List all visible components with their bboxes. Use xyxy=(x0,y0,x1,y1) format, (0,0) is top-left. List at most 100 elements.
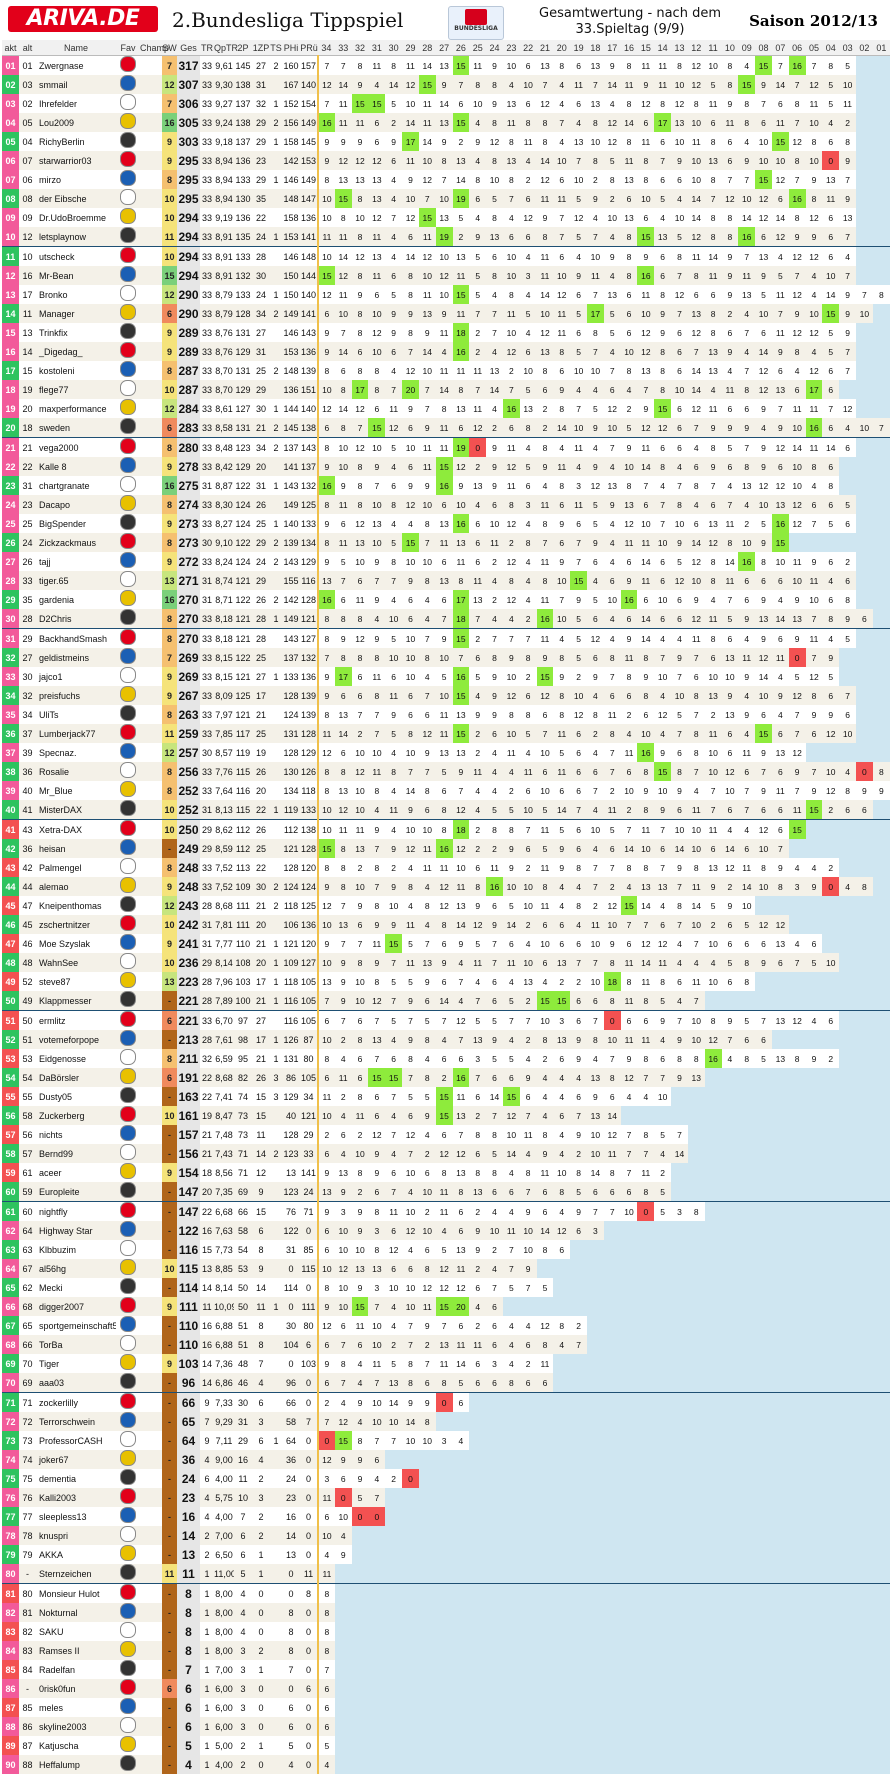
player-name[interactable]: 0risk0fun xyxy=(36,1679,116,1698)
player-name[interactable]: heisan xyxy=(36,839,116,858)
player-name[interactable]: ermlitz xyxy=(36,1011,116,1031)
ariva-logo[interactable]: ARIVA.DE xyxy=(8,6,158,32)
player-name[interactable]: sportgemeinschaft53 xyxy=(36,1316,116,1335)
player-name[interactable]: Kneipenthomas xyxy=(36,896,116,915)
player-name[interactable]: Manager xyxy=(36,304,116,323)
player-name[interactable]: vega2000 xyxy=(36,438,116,458)
player-name[interactable]: Klappmesser xyxy=(36,991,116,1011)
player-name[interactable]: geldistmeins xyxy=(36,648,116,667)
player-name[interactable]: der Eibsche xyxy=(36,189,116,208)
player-name[interactable]: Lou2009 xyxy=(36,113,116,132)
player-name[interactable]: zschertnitzer xyxy=(36,915,116,934)
player-name[interactable]: utscheck xyxy=(36,247,116,267)
player-name[interactable]: Bernd99 xyxy=(36,1144,116,1163)
player-name[interactable]: Zickzackmaus xyxy=(36,533,116,552)
player-name[interactable]: Ihrefelder xyxy=(36,94,116,113)
player-name[interactable]: zockerlilly xyxy=(36,1393,116,1413)
player-name[interactable]: joker67 xyxy=(36,1450,116,1469)
player-name[interactable]: dementia xyxy=(36,1469,116,1488)
player-name[interactable]: aaa03 xyxy=(36,1373,116,1393)
player-name[interactable]: Zwergnase xyxy=(36,56,116,76)
player-name[interactable]: aceer xyxy=(36,1163,116,1182)
player-name[interactable]: al56hg xyxy=(36,1259,116,1278)
player-name[interactable]: UliTs xyxy=(36,705,116,724)
player-name[interactable]: meles xyxy=(36,1698,116,1717)
player-name[interactable]: Radelfan xyxy=(36,1660,116,1679)
player-name[interactable]: Nokturnal xyxy=(36,1603,116,1622)
player-name[interactable]: Sternzeichen xyxy=(36,1564,116,1584)
player-name[interactable]: starwarrior03 xyxy=(36,151,116,170)
matchday-points: 4 xyxy=(503,1354,520,1373)
player-name[interactable]: Highway Star xyxy=(36,1221,116,1240)
player-name[interactable]: smmail xyxy=(36,75,116,94)
player-name[interactable]: Palmengel xyxy=(36,858,116,877)
player-name[interactable]: Dusty05 xyxy=(36,1087,116,1106)
favorite-club xyxy=(116,208,140,227)
player-name[interactable]: BackhandSmash xyxy=(36,629,116,649)
player-name[interactable]: knuspri xyxy=(36,1526,116,1545)
player-name[interactable]: _Digedag_ xyxy=(36,342,116,361)
player-name[interactable]: nichts xyxy=(36,1125,116,1144)
player-name[interactable]: MisterDAX xyxy=(36,800,116,820)
player-name[interactable]: tiger.65 xyxy=(36,571,116,590)
player-name[interactable]: Rosalie xyxy=(36,762,116,781)
player-name[interactable]: votemeforpope xyxy=(36,1030,116,1049)
player-name[interactable]: skyline2003 xyxy=(36,1717,116,1736)
player-name[interactable]: Specnaz. xyxy=(36,743,116,762)
player-name[interactable]: SAKU xyxy=(36,1622,116,1641)
player-name[interactable]: sleepless13 xyxy=(36,1507,116,1526)
player-name[interactable]: Heffalump xyxy=(36,1755,116,1774)
player-name[interactable]: Zuckerberg xyxy=(36,1106,116,1125)
champion-pick xyxy=(140,1373,162,1393)
player-name[interactable]: AKKA xyxy=(36,1545,116,1564)
player-name[interactable]: sweden xyxy=(36,418,116,438)
player-name[interactable]: flege77 xyxy=(36,380,116,399)
player-name[interactable]: gardenia xyxy=(36,590,116,609)
player-name[interactable]: preisfuchs xyxy=(36,686,116,705)
player-name[interactable]: Mr_Blue xyxy=(36,781,116,800)
player-name[interactable]: WahnSee xyxy=(36,953,116,972)
rank-current: 27 xyxy=(2,552,19,571)
player-name[interactable]: BigSpender xyxy=(36,514,116,533)
player-name[interactable]: mirzo xyxy=(36,170,116,189)
first-half-points: 150 xyxy=(282,285,300,304)
player-name[interactable]: digger2007 xyxy=(36,1297,116,1316)
player-name[interactable]: Ramses II xyxy=(36,1641,116,1660)
player-name[interactable]: kostoleni xyxy=(36,361,116,380)
player-name[interactable]: Terrorschwein xyxy=(36,1412,116,1431)
player-name[interactable]: Xetra-DAX xyxy=(36,820,116,840)
player-name[interactable]: tajj xyxy=(36,552,116,571)
player-name[interactable]: Bronko xyxy=(36,285,116,304)
player-name[interactable]: chartgranate xyxy=(36,476,116,495)
player-name[interactable]: Trinkfix xyxy=(36,323,116,342)
player-name[interactable]: Europleite xyxy=(36,1182,116,1202)
matchday-points xyxy=(503,1717,520,1736)
player-name[interactable]: Moe Szyslak xyxy=(36,934,116,953)
club-crest-icon xyxy=(120,858,136,874)
player-name[interactable]: DaBörsler xyxy=(36,1068,116,1087)
player-name[interactable]: Mecki xyxy=(36,1278,116,1297)
player-name[interactable]: jajco1 xyxy=(36,667,116,686)
player-name[interactable]: Monsieur Hulot xyxy=(36,1584,116,1604)
player-name[interactable]: alemao xyxy=(36,877,116,896)
player-name[interactable]: Katjuscha xyxy=(36,1736,116,1755)
player-name[interactable]: D2Chris xyxy=(36,609,116,629)
player-name[interactable]: letsplaynow xyxy=(36,227,116,247)
player-name[interactable]: nightfly xyxy=(36,1202,116,1222)
player-name[interactable]: Mr-Bean xyxy=(36,266,116,285)
player-name[interactable]: Dacapo xyxy=(36,495,116,514)
matchday-points: 5 xyxy=(570,304,587,323)
player-name[interactable]: Kalle 8 xyxy=(36,457,116,476)
player-name[interactable]: Tiger xyxy=(36,1354,116,1373)
matchday-points: 7 xyxy=(503,1259,520,1278)
player-name[interactable]: maxperformance xyxy=(36,399,116,418)
player-name[interactable]: ProfessorCASH xyxy=(36,1431,116,1450)
player-name[interactable]: Kalli2003 xyxy=(36,1488,116,1507)
player-name[interactable]: Klbbuzim xyxy=(36,1240,116,1259)
player-name[interactable]: Lumberjack77 xyxy=(36,724,116,743)
player-name[interactable]: Eidgenosse xyxy=(36,1049,116,1068)
player-name[interactable]: steve87 xyxy=(36,972,116,991)
player-name[interactable]: Dr.UdoBroemme xyxy=(36,208,116,227)
player-name[interactable]: RichyBerlin xyxy=(36,132,116,151)
player-name[interactable]: TorBa xyxy=(36,1335,116,1354)
